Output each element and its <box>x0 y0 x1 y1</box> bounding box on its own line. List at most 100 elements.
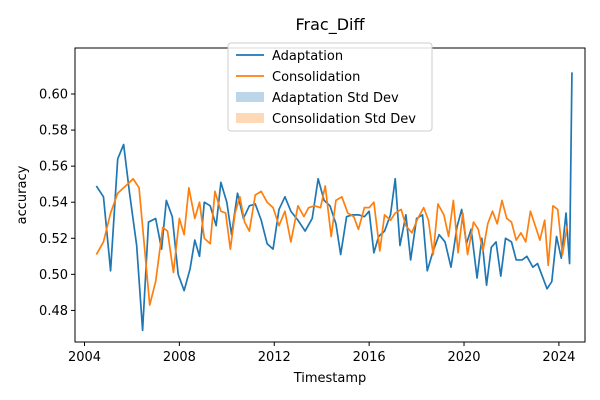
data-point <box>148 221 150 223</box>
data-point <box>199 255 201 257</box>
data-point <box>317 178 319 180</box>
data-point <box>117 158 119 160</box>
data-point <box>450 266 452 268</box>
data-point <box>473 221 475 223</box>
data-point <box>373 201 375 203</box>
legend-label: Adaptation <box>272 49 343 64</box>
data-point <box>340 254 342 256</box>
data-point <box>203 237 205 239</box>
data-point <box>95 254 97 256</box>
data-point <box>254 194 256 196</box>
data-point <box>405 225 407 227</box>
data-point <box>308 207 310 209</box>
data-point <box>162 227 164 229</box>
data-point <box>432 254 434 256</box>
data-point <box>278 209 280 211</box>
data-point <box>444 241 446 243</box>
data-point <box>95 185 97 187</box>
data-point <box>551 281 553 283</box>
data-point <box>237 192 239 194</box>
data-point <box>422 214 424 216</box>
y-tick-label: 0.54 <box>39 196 68 211</box>
data-point <box>248 205 250 207</box>
data-point <box>346 216 348 218</box>
y-tick-label: 0.52 <box>39 232 68 247</box>
data-point <box>394 212 396 214</box>
data-point <box>220 181 222 183</box>
x-axis: 2004 2008 2012 2016 2020 2024 <box>68 342 575 365</box>
data-point <box>144 252 146 254</box>
series-consolidation <box>95 177 569 306</box>
data-point <box>569 263 571 265</box>
legend: Adaptation Consolidation Adaptation Std De… <box>227 42 433 132</box>
data-point <box>500 275 502 277</box>
data-point <box>486 284 488 286</box>
data-point <box>229 248 231 250</box>
data-point <box>303 216 305 218</box>
data-point <box>399 245 401 247</box>
legend-patch-swatch <box>236 92 264 102</box>
data-point <box>384 230 386 232</box>
data-point <box>136 245 138 247</box>
x-axis-title: Timestamp <box>293 371 367 386</box>
x-tick-label: 2020 <box>447 350 480 365</box>
data-point <box>178 218 180 220</box>
data-point <box>225 212 227 214</box>
data-point <box>183 234 185 236</box>
data-point <box>171 216 173 218</box>
data-point <box>452 200 454 202</box>
x-tick-label: 2012 <box>258 350 291 365</box>
data-point <box>496 223 498 225</box>
data-point <box>511 221 513 223</box>
data-point <box>132 178 134 180</box>
legend-patch-swatch <box>236 113 264 123</box>
y-tick-label: 0.56 <box>39 160 68 175</box>
data-point <box>173 272 175 274</box>
data-point <box>297 219 299 221</box>
data-point <box>155 281 157 283</box>
y-tick-label: 0.58 <box>39 124 68 139</box>
data-point <box>149 304 151 306</box>
legend-box <box>227 42 433 132</box>
x-tick-label: 2008 <box>163 350 196 365</box>
data-point <box>194 218 196 220</box>
data-point <box>297 205 299 207</box>
data-point <box>320 207 322 209</box>
data-point <box>142 329 144 331</box>
data-point <box>400 209 402 211</box>
y-tick-label: 0.60 <box>39 87 68 102</box>
data-point <box>438 234 440 236</box>
series-adaptation <box>95 71 573 332</box>
data-point <box>495 241 497 243</box>
data-point <box>353 216 355 218</box>
data-point <box>552 205 554 207</box>
data-point <box>311 218 313 220</box>
data-point <box>490 246 492 248</box>
data-point <box>556 236 558 238</box>
x-tick-label: 2016 <box>353 350 386 365</box>
data-point <box>482 250 484 252</box>
data-point <box>260 219 262 221</box>
data-point <box>477 228 479 230</box>
data-point <box>566 225 568 227</box>
data-point <box>520 232 522 234</box>
data-point <box>123 187 125 189</box>
data-point <box>358 214 360 216</box>
data-point <box>266 201 268 203</box>
data-point <box>501 200 503 202</box>
data-point <box>329 205 331 207</box>
data-point <box>515 259 517 261</box>
data-point <box>571 71 573 73</box>
data-point <box>290 210 292 212</box>
data-point <box>284 196 286 198</box>
data-point <box>492 210 494 212</box>
data-point <box>384 214 386 216</box>
legend-label: Consolidation <box>272 70 360 85</box>
series-line-adaptation <box>95 72 573 332</box>
data-point <box>284 210 286 212</box>
data-point <box>417 218 419 220</box>
data-point <box>443 214 445 216</box>
data-point <box>562 254 564 256</box>
data-point <box>260 190 262 192</box>
